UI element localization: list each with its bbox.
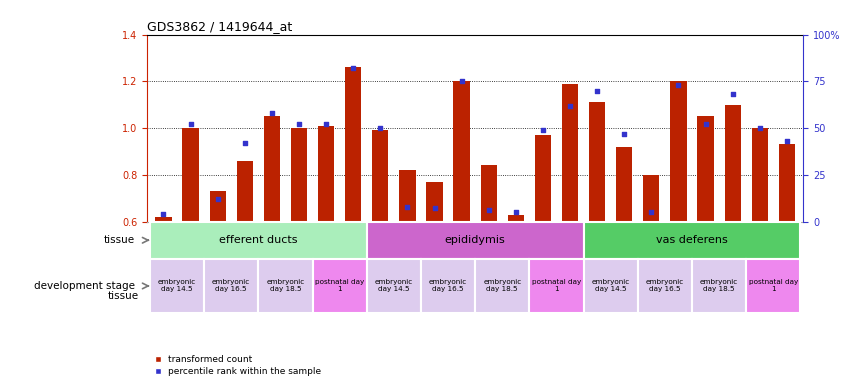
Text: tissue: tissue	[108, 291, 139, 301]
Bar	[637, 259, 692, 313]
Bar	[209, 191, 225, 222]
Point	[563, 103, 577, 109]
Bar	[150, 259, 204, 313]
Bar	[367, 259, 421, 313]
Point	[590, 88, 604, 94]
Bar	[529, 259, 584, 313]
Bar	[264, 116, 280, 222]
Bar	[562, 84, 578, 222]
Text: embryonic
day 18.5: embryonic day 18.5	[483, 280, 521, 293]
Bar	[697, 116, 714, 222]
Point	[265, 110, 278, 116]
Bar	[453, 81, 470, 222]
Point	[537, 127, 550, 133]
Bar	[258, 259, 313, 313]
Text: epididymis: epididymis	[445, 235, 505, 245]
Text: postnatal day
1: postnatal day 1	[315, 280, 364, 293]
Bar	[345, 67, 362, 222]
Bar	[616, 147, 632, 222]
Point	[753, 125, 766, 131]
Bar	[367, 222, 584, 259]
Text: embryonic
day 18.5: embryonic day 18.5	[700, 280, 738, 293]
Bar	[313, 259, 367, 313]
Text: embryonic
day 16.5: embryonic day 16.5	[212, 280, 251, 293]
Text: vas deferens: vas deferens	[656, 235, 728, 245]
Point	[346, 65, 360, 71]
Point	[156, 211, 170, 217]
Bar	[589, 103, 606, 222]
Text: postnatal day
1: postnatal day 1	[532, 280, 581, 293]
Bar	[426, 182, 442, 222]
Bar	[182, 128, 198, 222]
Bar	[204, 259, 258, 313]
Point	[726, 91, 739, 98]
Text: efferent ducts: efferent ducts	[219, 235, 298, 245]
Bar	[584, 222, 801, 259]
Point	[184, 121, 198, 127]
Bar	[670, 81, 686, 222]
Bar	[508, 215, 524, 222]
Point	[509, 209, 522, 215]
Bar	[291, 128, 307, 222]
Text: embryonic
day 14.5: embryonic day 14.5	[375, 280, 413, 293]
Bar	[480, 166, 497, 222]
Text: postnatal day
1: postnatal day 1	[748, 280, 798, 293]
Text: embryonic
day 14.5: embryonic day 14.5	[158, 280, 196, 293]
Point	[400, 204, 414, 210]
Point	[617, 131, 631, 137]
Bar	[318, 126, 334, 222]
Bar	[150, 222, 367, 259]
Text: embryonic
day 16.5: embryonic day 16.5	[646, 280, 684, 293]
Legend: transformed count, percentile rank within the sample: transformed count, percentile rank withi…	[151, 352, 325, 379]
Bar	[156, 217, 172, 222]
Text: embryonic
day 18.5: embryonic day 18.5	[267, 280, 304, 293]
Bar	[236, 161, 253, 222]
Point	[373, 125, 387, 131]
Point	[238, 140, 251, 146]
Text: development stage: development stage	[34, 281, 135, 291]
Text: embryonic
day 16.5: embryonic day 16.5	[429, 280, 468, 293]
Point	[320, 121, 333, 127]
Point	[672, 82, 685, 88]
Bar	[373, 131, 389, 222]
Point	[428, 205, 442, 212]
Text: tissue: tissue	[103, 235, 135, 245]
Bar	[746, 259, 801, 313]
Point	[211, 196, 225, 202]
Bar	[779, 144, 795, 222]
Point	[482, 207, 495, 214]
Bar	[475, 259, 529, 313]
Point	[645, 209, 659, 215]
Point	[780, 138, 794, 144]
Bar	[725, 105, 741, 222]
Bar	[643, 175, 659, 222]
Bar	[752, 128, 768, 222]
Point	[699, 121, 712, 127]
Text: embryonic
day 14.5: embryonic day 14.5	[591, 280, 630, 293]
Bar	[535, 135, 551, 222]
Bar	[692, 259, 746, 313]
Bar	[399, 170, 415, 222]
Bar	[421, 259, 475, 313]
Point	[455, 78, 468, 84]
Bar	[584, 259, 637, 313]
Text: GDS3862 / 1419644_at: GDS3862 / 1419644_at	[147, 20, 293, 33]
Point	[292, 121, 305, 127]
